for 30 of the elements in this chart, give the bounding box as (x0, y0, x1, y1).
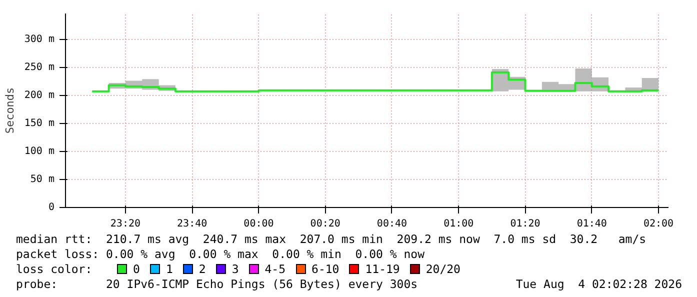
legend-label: 3 (232, 262, 239, 276)
x-tick-label: 23:20 (110, 218, 141, 230)
text: packet loss: 0.00 % avg 0.00 % max 0.00 % min 0.00 % now (16, 247, 426, 262)
legend-label: 1 (166, 262, 173, 276)
text: probe: 20 IPv6-ICMP Echo Pings (56 Bytes) every 300s (16, 277, 418, 292)
y-axis-title: Seconds (3, 87, 16, 134)
x-tick-label: 01:00 (444, 218, 474, 230)
legend-label: 11-19 (365, 262, 400, 276)
x-tick-label: 00:40 (376, 218, 408, 230)
legend-label: 6-10 (312, 262, 340, 276)
legend-label: 2 (198, 262, 206, 276)
legend-label: 4-5 (264, 262, 286, 276)
y-tick-label: 250 m (24, 62, 55, 73)
y-tick-label: 200 m (24, 90, 55, 101)
text: Tue Aug 4 02:02:28 2026 (516, 277, 682, 292)
x-tick-label: 00:20 (310, 218, 340, 230)
x-tick-label: 23:40 (177, 218, 208, 230)
legend-label: 0 (133, 262, 140, 276)
y-tick-label: 150 m (24, 118, 55, 129)
text: median rtt: 210.7 ms avg 240.7 ms max 207.0 ms min 209.2 ms now 7.0 ms sd 30.2 am/s (16, 232, 648, 247)
legend-title: loss color: (16, 262, 94, 277)
y-tick-label: 100 m (24, 146, 55, 157)
x-tick-label: 01:20 (510, 218, 540, 230)
x-tick-label: 01:40 (576, 218, 607, 230)
y-tick-label: 50 m (30, 174, 55, 185)
legend-label: 20/20 (426, 262, 460, 276)
y-tick-label: 300 m (24, 34, 55, 45)
x-tick-label: 02:00 (643, 218, 674, 230)
x-tick-label: 00:00 (244, 218, 274, 230)
y-tick-label: 0 (48, 202, 55, 213)
